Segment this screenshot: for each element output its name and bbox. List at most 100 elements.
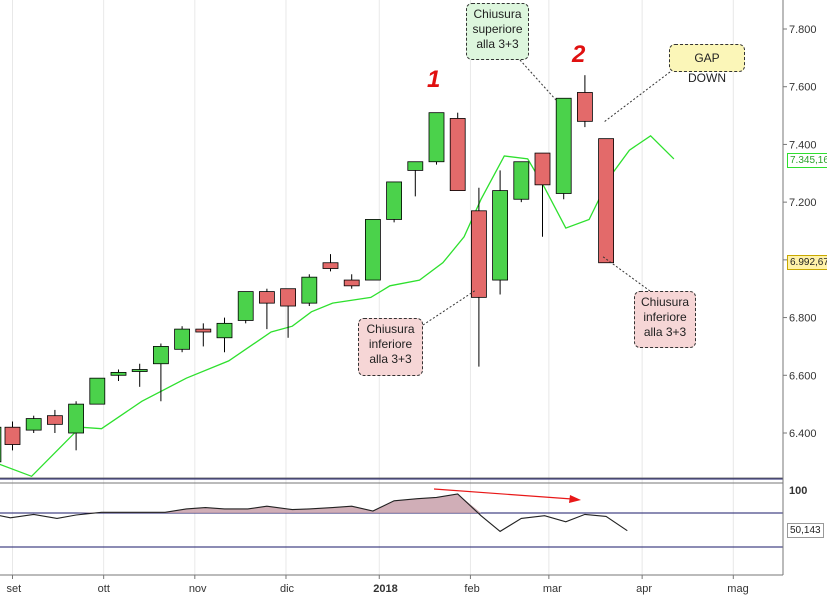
candles-layer bbox=[0, 75, 614, 463]
callout-gap-down-text: GAP DOWN bbox=[688, 51, 726, 85]
x-tick-label: mar bbox=[543, 583, 562, 595]
candle-body bbox=[577, 92, 593, 122]
moving-average-layer bbox=[0, 134, 675, 478]
candle-body bbox=[407, 161, 424, 171]
oscillator-layer: 100 bbox=[0, 478, 807, 548]
candle bbox=[343, 274, 360, 289]
callout-lower-close-left-line-3: alla 3+3 bbox=[369, 352, 412, 366]
candle-body bbox=[4, 426, 21, 445]
x-tick-label: dic bbox=[280, 583, 295, 595]
candle bbox=[174, 326, 191, 353]
annotation-number-2: 2 bbox=[572, 41, 586, 68]
candle bbox=[131, 363, 148, 387]
candle bbox=[258, 288, 275, 330]
candle bbox=[364, 219, 381, 281]
candle-body bbox=[68, 403, 84, 434]
callout-upper-close-line-1: Chiusura bbox=[473, 7, 522, 21]
callout-gap-down-leader bbox=[603, 71, 671, 123]
candle-body bbox=[110, 371, 127, 376]
callout-lower-close-left-line-1: Chiusura bbox=[366, 322, 415, 336]
candle bbox=[386, 181, 403, 223]
candle bbox=[301, 274, 318, 307]
candle-body bbox=[216, 322, 233, 339]
candle-body bbox=[428, 112, 445, 163]
x-tick-label: ott bbox=[98, 583, 110, 595]
callout-lower-close-left-line-2: inferiore bbox=[368, 337, 413, 351]
candle bbox=[322, 254, 339, 272]
candle-body bbox=[449, 118, 466, 192]
y-tick-label: 6.600 bbox=[789, 370, 817, 382]
candle-body bbox=[598, 138, 614, 264]
candle bbox=[47, 409, 63, 433]
y-tick-label: 6.800 bbox=[789, 313, 817, 325]
candle-body bbox=[131, 369, 148, 372]
candle bbox=[195, 323, 212, 347]
callout-lower-close-right-line-1: Chiusura bbox=[640, 295, 690, 309]
x-tick-label: 2018 bbox=[373, 583, 397, 595]
x-tick-label: apr bbox=[636, 583, 652, 595]
annotation-number-1: 1 bbox=[427, 66, 441, 93]
callout-lower-close-right-line-2: inferiore bbox=[643, 310, 687, 324]
callout-upper-close-line-2: superiore bbox=[472, 22, 523, 36]
candle bbox=[513, 161, 530, 203]
candle-body bbox=[47, 415, 63, 425]
candle-body bbox=[152, 346, 169, 365]
candle-body bbox=[280, 288, 297, 307]
candle-body bbox=[0, 426, 2, 463]
x-tick-label: feb bbox=[464, 583, 479, 595]
oscillator-y-tick-label: 100 bbox=[789, 485, 807, 497]
candle-body bbox=[25, 418, 42, 431]
candle-body bbox=[555, 97, 572, 194]
candle-body bbox=[343, 279, 360, 287]
candle bbox=[4, 421, 21, 451]
callout-lower-close-right: Chiusura inferiore alla 3+3 bbox=[634, 291, 696, 348]
candle-body bbox=[534, 152, 551, 186]
callout-gap-down: GAP DOWN bbox=[669, 44, 745, 85]
candle bbox=[280, 288, 297, 338]
divergence-arrow-head bbox=[569, 495, 581, 503]
candle bbox=[555, 97, 572, 200]
candle bbox=[110, 369, 127, 382]
divergence-arrow-line bbox=[433, 488, 573, 500]
y-tick-label: 7.200 bbox=[789, 197, 817, 209]
moving-average-line bbox=[0, 134, 675, 478]
candle bbox=[428, 112, 445, 165]
callout-lower-close-right-line-3: alla 3+3 bbox=[643, 325, 687, 339]
oscillator-line bbox=[0, 493, 628, 533]
candle-body bbox=[322, 262, 339, 269]
candle-body bbox=[174, 328, 191, 350]
y-tick-label: 7.600 bbox=[789, 82, 817, 94]
candle bbox=[68, 401, 84, 451]
chart-grid bbox=[12, 0, 734, 575]
candle bbox=[407, 161, 424, 197]
ma-last-value-tag: 7.345,16 bbox=[787, 153, 827, 168]
x-tick-label: set bbox=[7, 583, 22, 595]
candle bbox=[449, 112, 466, 192]
candle-body bbox=[470, 210, 487, 298]
callout-lower-close-right-leader bbox=[601, 255, 651, 292]
callout-upper-close: Chiusura superiore alla 3+3 bbox=[466, 3, 529, 60]
candle bbox=[25, 415, 42, 433]
candle-body bbox=[386, 181, 403, 220]
x-tick-label: mag bbox=[727, 583, 748, 595]
candle bbox=[216, 317, 233, 353]
candle-body bbox=[492, 190, 509, 281]
candle bbox=[577, 75, 593, 128]
candle-body bbox=[195, 328, 212, 333]
y-tick-label: 7.400 bbox=[789, 139, 817, 151]
y-tick-label: 6.400 bbox=[789, 428, 817, 440]
candle-body bbox=[364, 219, 381, 281]
candle-body bbox=[237, 291, 254, 321]
candle-body bbox=[89, 377, 106, 405]
callout-upper-close-leader bbox=[519, 59, 557, 101]
callout-lower-close-left-leader bbox=[422, 289, 477, 326]
callout-upper-close-line-3: alla 3+3 bbox=[476, 37, 519, 51]
candle bbox=[598, 138, 614, 264]
annotation-lines bbox=[422, 59, 671, 326]
candle bbox=[89, 377, 106, 405]
candle bbox=[152, 343, 169, 402]
last-close-tag: 6.992,67 bbox=[787, 255, 827, 270]
candle-body bbox=[513, 161, 530, 200]
candle bbox=[470, 187, 487, 367]
